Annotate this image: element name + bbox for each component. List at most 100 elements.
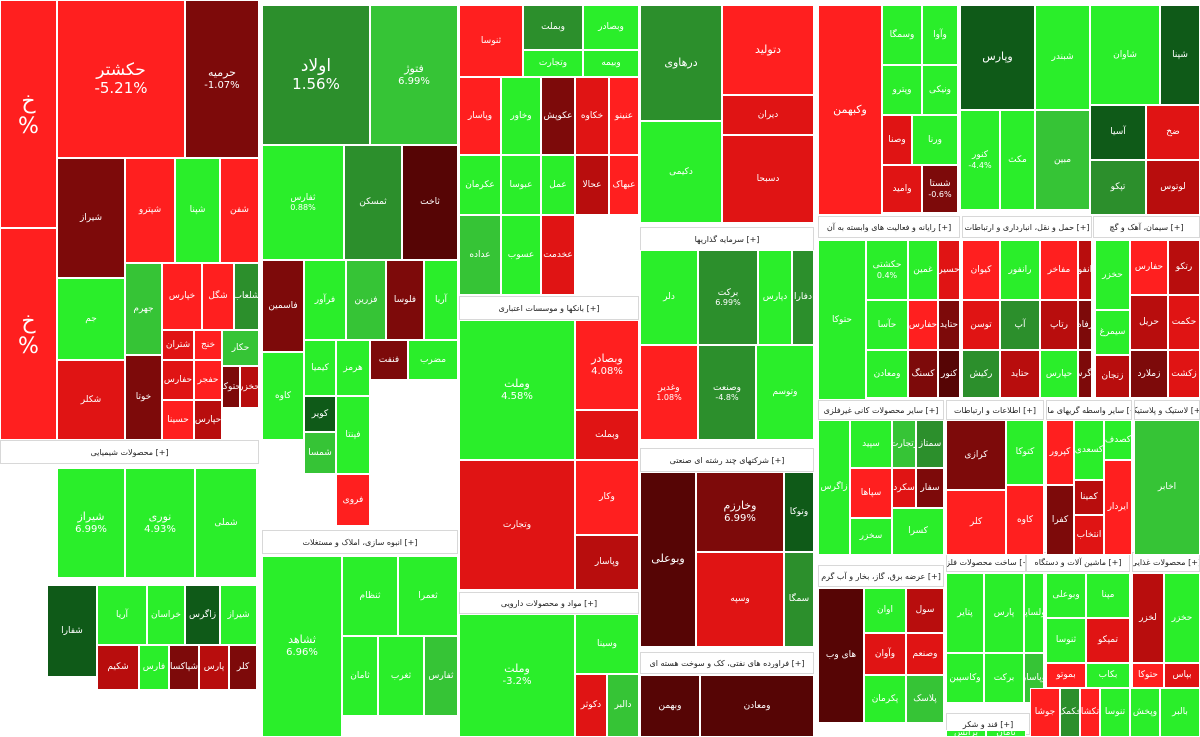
stock-tile[interactable]: سفار [916, 468, 944, 508]
stock-tile[interactable]: وبهمن [640, 675, 700, 737]
stock-tile[interactable]: حسیر [938, 240, 960, 300]
stock-tile[interactable]: دتولید [722, 5, 814, 95]
stock-tile[interactable]: سخزر [850, 518, 892, 555]
stock-tile[interactable]: شلعاب [234, 263, 259, 330]
sector-header-construction[interactable]: [+] انبوه سازی، املاک و مستغلات [262, 530, 458, 554]
stock-tile[interactable]: توسن [962, 300, 1000, 350]
stock-tile[interactable]: ثامان [986, 730, 1026, 737]
stock-tile[interactable]: اولاد 1.56% [262, 5, 370, 145]
stock-tile[interactable]: شیراز [220, 585, 257, 645]
stock-tile[interactable]: حفارس [1130, 240, 1168, 295]
stock-tile[interactable]: دکوثر [575, 674, 607, 737]
stock-tile[interactable]: خپارس [162, 263, 202, 330]
stock-tile[interactable]: وکاسپین [946, 653, 984, 703]
stock-tile[interactable]: پتایر [946, 573, 984, 653]
stock-tile[interactable]: وصنعت -4.8% [698, 345, 756, 440]
stock-tile[interactable]: کسنگ [908, 350, 938, 398]
stock-tile[interactable]: کلر [229, 645, 257, 690]
stock-tile[interactable]: کنور -4.4% [960, 110, 1000, 210]
stock-tile[interactable]: خ% [0, 0, 57, 228]
stock-tile[interactable]: شکیم [97, 645, 139, 690]
stock-tile[interactable]: شملی [195, 468, 257, 578]
stock-tile[interactable]: برانس [946, 730, 986, 737]
stock-tile[interactable]: کفرا [1046, 485, 1074, 555]
stock-tile[interactable]: دکیمی [640, 121, 722, 223]
sector-header-investments[interactable]: [+] سرمایه گذاریها [640, 227, 814, 251]
stock-tile[interactable]: دسبحا [722, 135, 814, 223]
stock-tile[interactable]: سپاها [850, 468, 892, 518]
stock-tile[interactable]: وبیمه [583, 50, 639, 77]
stock-tile[interactable]: کمینا [1074, 480, 1104, 515]
stock-tile[interactable]: کپرور [1046, 420, 1074, 485]
stock-tile[interactable]: بپاس [1164, 663, 1200, 688]
stock-tile[interactable]: حکشتر -5.21% [57, 0, 185, 158]
stock-tile[interactable]: دفارا [792, 250, 814, 345]
stock-tile[interactable]: وسمگا [882, 5, 922, 65]
stock-tile[interactable]: وخاور [501, 77, 541, 155]
stock-tile[interactable]: وکار [575, 460, 639, 535]
stock-tile[interactable]: وپاسار [575, 535, 639, 590]
stock-tile[interactable]: رتجارت [892, 420, 916, 468]
stock-tile[interactable]: شگل [202, 263, 234, 330]
stock-tile[interactable]: ثمسکن [344, 145, 402, 260]
stock-tile[interactable]: انفو [1078, 240, 1092, 300]
stock-tile[interactable]: دیران [722, 95, 814, 135]
stock-tile[interactable]: حریل [1130, 295, 1168, 350]
stock-tile[interactable]: های وب [818, 588, 864, 723]
stock-tile[interactable]: بالبر [1160, 688, 1200, 737]
stock-tile[interactable]: شستا -0.6% [922, 165, 958, 213]
stock-tile[interactable]: تکشا [1080, 688, 1100, 737]
stock-tile[interactable]: درهاوی [640, 5, 722, 121]
stock-tile[interactable]: خوتا [125, 355, 162, 440]
stock-tile[interactable]: وخارزم 6.99% [696, 472, 784, 552]
stock-tile[interactable]: ضخ [1146, 105, 1200, 160]
stock-tile[interactable]: فرآور [304, 260, 346, 340]
stock-tile[interactable]: وبوعلی [1046, 573, 1086, 618]
stock-tile[interactable]: ثنوسا [1046, 618, 1086, 663]
stock-tile[interactable]: شکلر [57, 360, 125, 440]
sector-header-cement[interactable]: [+] سیمان، آهک و گچ [1093, 216, 1200, 238]
stock-tile[interactable]: اوان [864, 588, 906, 633]
stock-tile[interactable]: پارس [984, 573, 1024, 653]
stock-tile[interactable]: خکمک [1060, 688, 1080, 737]
stock-tile[interactable]: شیراز [57, 158, 125, 278]
stock-tile[interactable]: پلاسک [906, 675, 944, 723]
stock-tile[interactable]: فارس [139, 645, 169, 690]
stock-tile[interactable]: خراسان [147, 585, 185, 645]
stock-tile[interactable]: آسیا [1090, 105, 1146, 160]
stock-tile[interactable]: شپترو [125, 158, 175, 263]
stock-tile[interactable]: کسعدی [1074, 420, 1104, 480]
stock-tile[interactable]: برکت 6.99% [698, 250, 758, 345]
stock-tile[interactable]: خ% [0, 228, 57, 440]
stock-tile[interactable]: حفجر [194, 360, 222, 400]
stock-tile[interactable]: ثنظام [342, 556, 398, 636]
stock-tile[interactable]: وبملت [575, 410, 639, 460]
stock-tile[interactable]: حپارس [194, 400, 222, 440]
stock-tile[interactable]: مبین [1035, 110, 1090, 210]
sector-header-chemical[interactable]: [+] محصولات شیمیایی [0, 440, 259, 464]
sector-header-power[interactable]: [+] عرضه برق، گاز، بخار و آب گرم [818, 565, 944, 587]
stock-tile[interactable]: سمتاز [916, 420, 944, 468]
stock-tile[interactable]: وبملت [523, 5, 583, 50]
stock-tile[interactable]: عبوسا [501, 155, 541, 215]
stock-tile[interactable]: خنج [194, 330, 222, 360]
stock-tile[interactable]: نوری 4.93% [125, 468, 195, 578]
stock-tile[interactable]: وتجارت [459, 460, 575, 590]
stock-tile[interactable]: مکث [1000, 110, 1035, 210]
stock-tile[interactable]: عکرمان [459, 155, 501, 215]
stock-tile[interactable]: وپاسار [459, 77, 501, 155]
stock-tile[interactable]: جم [57, 278, 125, 360]
stock-tile[interactable]: حخزر [1095, 240, 1130, 310]
stock-tile[interactable]: بکاب [1086, 663, 1130, 688]
stock-tile[interactable]: مفاخر [1040, 240, 1078, 300]
stock-tile[interactable]: زاگرس [818, 420, 850, 555]
stock-tile[interactable]: سپید [850, 420, 892, 468]
stock-tile[interactable]: حتاید [1000, 350, 1040, 398]
stock-tile[interactable]: زاگرس [185, 585, 220, 645]
sector-header-pharma[interactable]: [+] مواد و محصولات دارویی [459, 592, 639, 614]
stock-tile[interactable]: دلر [640, 250, 698, 345]
stock-tile[interactable]: خکاوه [575, 77, 609, 155]
stock-tile[interactable]: عخدمت [541, 215, 575, 295]
stock-tile[interactable]: جوشا [1030, 688, 1060, 737]
stock-tile[interactable]: وصنا [882, 115, 912, 165]
